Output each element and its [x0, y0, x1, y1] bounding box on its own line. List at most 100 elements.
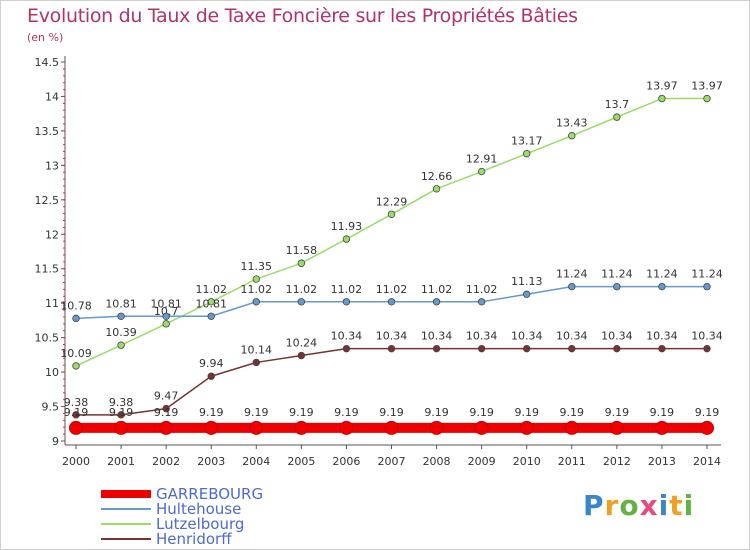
- data-point-lutzelbourg: [387, 210, 396, 218]
- data-point-hultehouse: [658, 282, 666, 291]
- data-label-lutzelbourg: 13.97: [691, 80, 723, 93]
- data-point-lutzelbourg: [342, 235, 351, 243]
- y-tick-label: 12: [45, 228, 59, 241]
- x-tick-label: 2012: [603, 455, 631, 468]
- data-label-hultehouse: 11.24: [691, 268, 723, 281]
- data-label-garrebourg: 9.19: [244, 406, 269, 419]
- data-point-henridorff: [117, 411, 125, 419]
- data-point-lutzelbourg: [568, 132, 576, 140]
- data-point-lutzelbourg: [252, 275, 260, 283]
- data-label-hultehouse: 10.78: [60, 299, 92, 312]
- y-tick-label: 14.5: [35, 56, 60, 69]
- data-point-hultehouse: [342, 298, 351, 306]
- data-label-henridorff: 10.34: [331, 330, 363, 343]
- data-label-hultehouse: 10.81: [150, 297, 182, 310]
- data-label-lutzelbourg: 10.39: [105, 326, 137, 339]
- data-label-hultehouse: 10.81: [195, 297, 227, 310]
- x-tick-label: 2005: [287, 455, 315, 468]
- data-label-lutzelbourg: 12.91: [466, 153, 498, 166]
- legend-label-garrebourg: GARREBOURG: [156, 485, 263, 503]
- logo-letter: i: [683, 489, 695, 522]
- x-tick-label: 2014: [693, 455, 721, 468]
- data-label-henridorff: 9.94: [199, 357, 224, 370]
- data-label-garrebourg: 9.19: [199, 406, 224, 419]
- logo-letter: i: [658, 489, 670, 522]
- data-point-lutzelbourg: [72, 362, 80, 370]
- data-label-hultehouse: 11.02: [331, 283, 363, 296]
- data-label-garrebourg: 9.19: [605, 406, 630, 419]
- data-label-lutzelbourg: 11.02: [195, 283, 227, 296]
- data-point-lutzelbourg: [477, 167, 486, 176]
- data-point-garrebourg: [249, 420, 264, 435]
- data-label-hultehouse: 11.02: [241, 283, 273, 296]
- data-point-hultehouse: [568, 282, 576, 291]
- data-point-henridorff: [568, 344, 576, 353]
- data-point-henridorff: [162, 404, 170, 413]
- data-point-lutzelbourg: [117, 341, 125, 349]
- data-point-garrebourg: [519, 420, 534, 435]
- x-tick-label: 2003: [197, 455, 225, 468]
- data-label-garrebourg: 9.19: [154, 406, 179, 419]
- data-point-garrebourg: [474, 420, 489, 435]
- data-label-henridorff: 10.34: [691, 330, 723, 343]
- x-tick-label: 2008: [423, 455, 451, 468]
- y-tick-label: 10: [45, 366, 59, 379]
- series-line-henridorff: [75, 347, 708, 416]
- x-tick-label: 2000: [62, 455, 90, 468]
- data-label-garrebourg: 9.19: [379, 406, 404, 419]
- data-label-lutzelbourg: 13.7: [605, 98, 630, 111]
- y-tick-label: 11: [45, 297, 59, 310]
- data-point-henridorff: [477, 344, 486, 353]
- data-point-hultehouse: [703, 282, 711, 291]
- data-label-lutzelbourg: 13.97: [646, 80, 678, 93]
- logo-letter: P: [583, 489, 605, 522]
- data-label-garrebourg: 9.19: [514, 406, 539, 419]
- data-label-henridorff: 10.34: [601, 330, 633, 343]
- data-point-hultehouse: [387, 298, 396, 306]
- data-label-lutzelbourg: 12.66: [421, 170, 453, 183]
- data-label-garrebourg: 9.19: [289, 406, 314, 419]
- data-point-garrebourg: [564, 420, 579, 435]
- data-point-hultehouse: [297, 298, 306, 306]
- data-point-henridorff: [297, 351, 306, 360]
- y-tick-label: 13.5: [35, 125, 60, 138]
- data-label-lutzelbourg: 11.35: [241, 260, 273, 273]
- x-tick-label: 2001: [107, 455, 135, 468]
- chart-title: Evolution du Taux de Taxe Foncière sur l…: [27, 5, 578, 27]
- data-label-henridorff: 9.47: [154, 390, 179, 403]
- data-point-hultehouse: [523, 290, 531, 298]
- data-point-hultehouse: [252, 298, 260, 306]
- data-label-hultehouse: 10.81: [105, 297, 137, 310]
- x-tick-label: 2006: [332, 455, 360, 468]
- logo-letter: r: [604, 489, 620, 522]
- data-point-henridorff: [72, 411, 80, 419]
- logo-letter: o: [619, 489, 640, 522]
- x-tick-label: 2010: [513, 455, 541, 468]
- data-point-henridorff: [342, 344, 351, 353]
- data-point-lutzelbourg: [207, 298, 215, 306]
- x-tick-label: 2009: [468, 455, 496, 468]
- data-label-henridorff: 10.34: [511, 330, 543, 343]
- data-label-hultehouse: 11.02: [286, 283, 318, 296]
- data-label-hultehouse: 11.02: [466, 283, 498, 296]
- y-tick-label: 9: [52, 435, 59, 448]
- logo-letter: t: [669, 489, 684, 522]
- chart-unit: (en %): [27, 31, 64, 44]
- data-label-garrebourg: 9.19: [650, 406, 675, 419]
- data-label-garrebourg: 9.19: [334, 406, 359, 419]
- data-label-lutzelbourg: 10.09: [60, 347, 92, 360]
- data-label-lutzelbourg: 11.93: [331, 220, 363, 233]
- data-point-henridorff: [432, 344, 441, 353]
- data-label-henridorff: 10.14: [241, 343, 273, 356]
- legend-label-henridorff: Henridorff: [156, 530, 232, 548]
- data-label-henridorff: 10.34: [646, 330, 678, 343]
- data-point-lutzelbourg: [297, 259, 306, 267]
- data-label-lutzelbourg: 12.29: [376, 195, 408, 208]
- x-tick-label: 2004: [242, 455, 270, 468]
- series-line-lutzelbourg: [75, 97, 708, 367]
- data-label-henridorff: 10.34: [466, 330, 498, 343]
- data-label-hultehouse: 11.24: [601, 268, 633, 281]
- data-point-henridorff: [252, 358, 260, 367]
- data-label-henridorff: 9.38: [64, 396, 89, 409]
